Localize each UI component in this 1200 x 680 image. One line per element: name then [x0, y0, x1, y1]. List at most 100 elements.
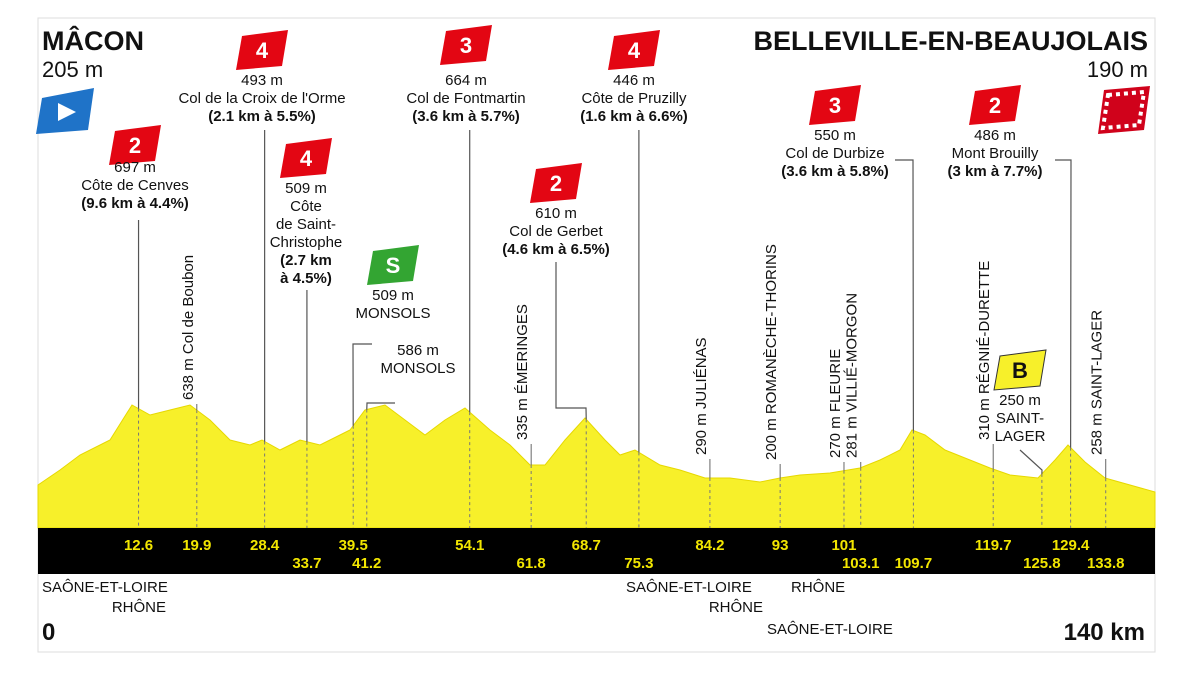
climb-name: SAINT-: [996, 410, 1044, 427]
km-label: 19.9: [182, 537, 211, 554]
climb-name: Côte: [290, 198, 322, 215]
km-label: 101: [831, 537, 856, 554]
climb-leader: [1019, 449, 1043, 474]
climb-category: 3: [829, 93, 841, 118]
km-label: 103.1: [842, 555, 880, 572]
department: SAÔNE-ET-LOIRE: [767, 621, 893, 638]
place-label: 270 m FLEURIE: [827, 349, 844, 458]
km-label: 33.7: [292, 555, 321, 572]
climb-altitude: 610 m: [535, 205, 577, 222]
climb-badge: [367, 245, 419, 285]
climb-detail: à 4.5%): [280, 270, 332, 287]
place-label: 335 m ÉMERINGES: [514, 304, 531, 440]
department: SAÔNE-ET-LOIRE: [626, 579, 752, 596]
km-label: 75.3: [624, 555, 653, 572]
climb-badge: [440, 25, 492, 65]
climb-leader: [352, 343, 372, 426]
climb-category: 3: [460, 33, 472, 58]
climb-detail: (2.1 km à 5.5%): [208, 108, 316, 125]
climb-name: Col de Fontmartin: [406, 90, 525, 107]
frame: [37, 17, 1156, 653]
km-label: 61.8: [517, 555, 546, 572]
climb-leader: [366, 402, 395, 410]
climb-leader: [1055, 159, 1072, 448]
km-label: 28.4: [250, 537, 280, 554]
finish-name: BELLEVILLE-EN-BEAUJOLAIS: [753, 26, 1148, 56]
finish-flag: [1098, 86, 1150, 134]
place-label: 310 m RÉGNIÉ-DURETTE: [976, 261, 993, 440]
climb-name: Col de la Croix de l'Orme: [178, 90, 345, 107]
km-label: 125.8: [1023, 555, 1061, 572]
climb-badge: [809, 85, 861, 125]
department: SAÔNE-ET-LOIRE: [42, 579, 168, 596]
climb-altitude: 550 m: [814, 127, 856, 144]
climb-badge: [969, 85, 1021, 125]
climb-category: B: [1012, 358, 1028, 383]
climb-altitude: 697 m: [114, 159, 156, 176]
climb-category: 2: [550, 171, 562, 196]
climb-name: Côte de Cenves: [81, 177, 189, 194]
climb-category: 4: [256, 38, 269, 63]
start-name: MÂCON: [42, 25, 144, 56]
climb-detail: (2.7 km: [280, 252, 332, 269]
climb-badge: [993, 349, 1047, 391]
climb-category: 4: [300, 146, 313, 171]
climb-altitude: 250 m: [999, 392, 1041, 409]
km-bar: [38, 528, 1155, 574]
climb-name: Mont Brouilly: [952, 145, 1039, 162]
climb-name: LAGER: [995, 428, 1046, 445]
km-label: 12.6: [124, 537, 153, 554]
climb-badge: [236, 30, 288, 70]
climb-badge: [608, 30, 660, 70]
climb-altitude: 509 m: [372, 287, 414, 304]
climb-leader: [895, 159, 915, 431]
climb-name: Côte de Pruzilly: [581, 90, 687, 107]
distance-end: 140 km: [1064, 619, 1145, 646]
climb-category: 2: [129, 133, 141, 158]
start-altitude: 205 m: [42, 57, 103, 82]
place-label: 290 m JULIÉNAS: [693, 337, 710, 455]
climb-badge: [109, 125, 161, 165]
km-label: 41.2: [352, 555, 381, 572]
place-label: 200 m ROMANÈCHE-THORINS: [763, 244, 780, 460]
climb-name: Col de Gerbet: [509, 223, 603, 240]
km-label: 129.4: [1052, 537, 1090, 554]
km-label: 109.7: [895, 555, 933, 572]
climb-category: S: [386, 253, 401, 278]
climb-category: 2: [989, 93, 1001, 118]
climb-altitude: 493 m: [241, 72, 283, 89]
climb-detail: (1.6 km à 6.6%): [580, 108, 688, 125]
climb-altitude: 486 m: [974, 127, 1016, 144]
climb-detail: (3.6 km à 5.7%): [412, 108, 520, 125]
km-label: 68.7: [572, 537, 601, 554]
climb-detail: (3 km à 7.7%): [947, 163, 1042, 180]
climb-name: de Saint-: [276, 216, 336, 233]
department: RHÔNE: [791, 579, 845, 596]
climb-name: Christophe: [270, 234, 343, 251]
climb-name: MONSOLS: [380, 360, 455, 377]
climb-detail: (4.6 km à 6.5%): [502, 241, 610, 258]
department: RHÔNE: [112, 599, 166, 616]
climb-detail: (3.6 km à 5.8%): [781, 163, 889, 180]
km-label: 133.8: [1087, 555, 1125, 572]
climb-category: 4: [628, 38, 641, 63]
climb-altitude: 446 m: [613, 72, 655, 89]
km-label: 54.1: [455, 537, 484, 554]
climb-badge: [280, 138, 332, 178]
profile: [37, 404, 1156, 529]
climb-leader: [555, 262, 587, 420]
climb-detail: (9.6 km à 4.4%): [81, 195, 189, 212]
climb-altitude: 586 m: [397, 342, 439, 359]
place-label: 258 m SAINT-LAGER: [1089, 310, 1106, 455]
climb-name: Col de Durbize: [785, 145, 884, 162]
km-label: 39.5: [339, 537, 368, 554]
place-label: 281 m VILLIÉ-MORGON: [844, 293, 861, 458]
finish-altitude: 190 m: [1087, 57, 1148, 82]
climb-altitude: 664 m: [445, 72, 487, 89]
department: RHÔNE: [709, 599, 763, 616]
place-label: 638 m Col de Boubon: [180, 255, 197, 400]
climb-badge: [530, 163, 582, 203]
start-arrow: [58, 103, 76, 121]
climb-name: MONSOLS: [355, 305, 430, 322]
